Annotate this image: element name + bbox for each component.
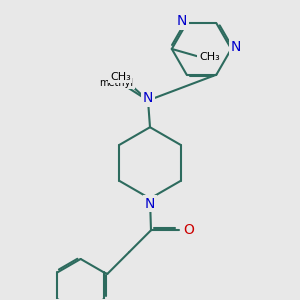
Text: CH₃: CH₃ — [110, 72, 131, 82]
Text: N: N — [143, 92, 153, 106]
Text: N: N — [145, 196, 155, 211]
Text: N: N — [176, 14, 187, 28]
Text: methyl: methyl — [99, 78, 134, 88]
Text: CH₃: CH₃ — [199, 52, 220, 62]
Text: N: N — [231, 40, 242, 54]
Text: O: O — [183, 223, 194, 237]
